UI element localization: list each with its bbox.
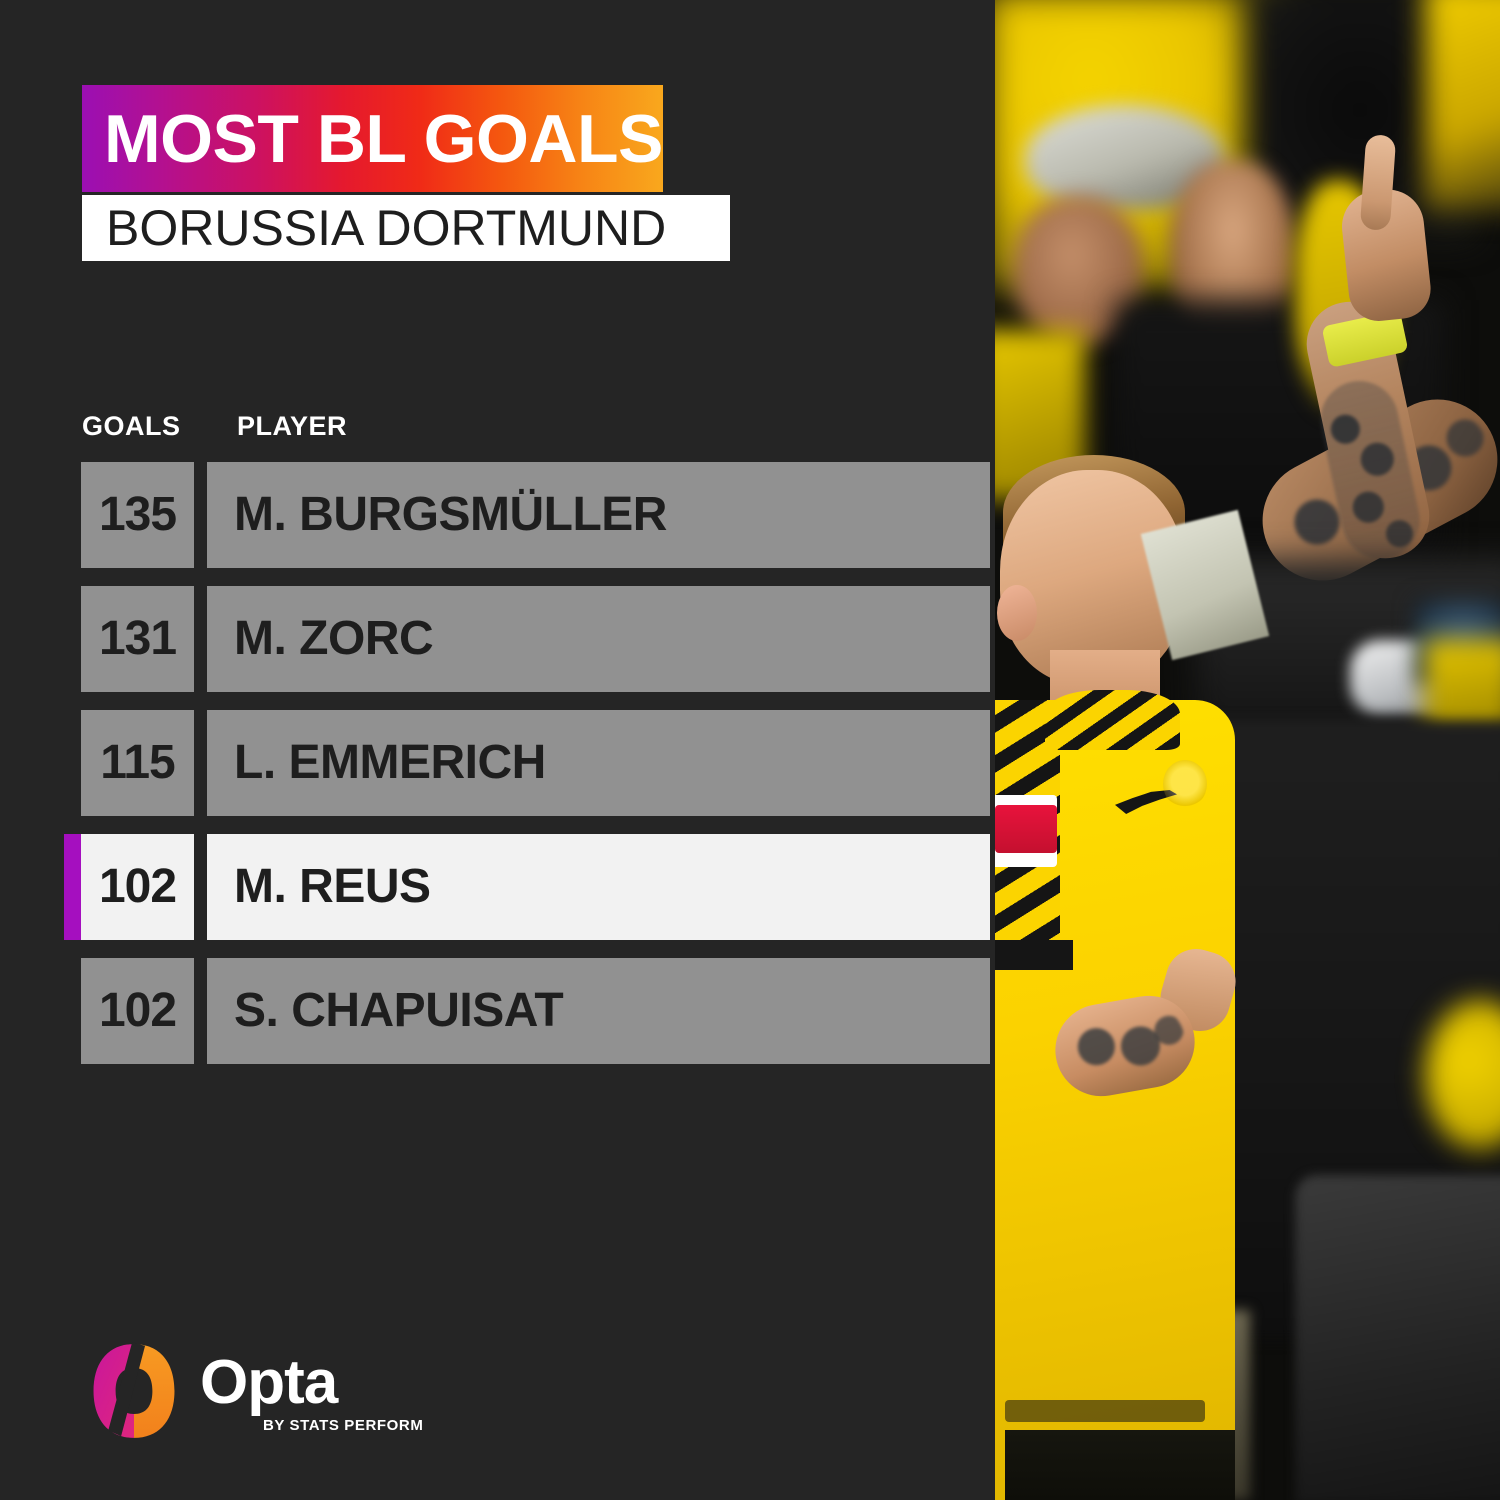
table-header-row: GOALS PLAYER: [82, 413, 992, 447]
player-name: S. CHAPUISAT: [234, 984, 564, 1037]
player-name: M. ZORC: [234, 612, 434, 665]
photo-bundesliga-badge-inner: [995, 805, 1057, 853]
page-subtitle: BORUSSIA DORTMUND: [106, 200, 667, 256]
goals-value: 102: [98, 860, 177, 913]
goals-cell: 135: [81, 462, 194, 568]
row-accent-bar: [64, 834, 81, 940]
ranking-table: 135 M. BURGSMÜLLER 131 M. ZORC 115 L. EM…: [0, 462, 1000, 1082]
photo-club-crest: [1163, 760, 1207, 808]
goals-cell: 102: [81, 834, 194, 940]
goals-value: 131: [98, 612, 177, 665]
player-name: L. EMMERICH: [234, 736, 546, 789]
player-cell: L. EMMERICH: [207, 710, 990, 816]
player-cell: S. CHAPUISAT: [207, 958, 990, 1064]
goals-value: 102: [98, 984, 177, 1037]
goals-cell: 131: [81, 586, 194, 692]
photo-background-chair: [1295, 1175, 1500, 1500]
goals-cell: 102: [81, 958, 194, 1064]
column-header-player: PLAYER: [237, 411, 348, 441]
player-cell: M. ZORC: [207, 586, 990, 692]
photo-jersey-collar: [1045, 690, 1180, 750]
table-row[interactable]: 115 L. EMMERICH: [0, 710, 1000, 816]
table-row-highlighted[interactable]: 102 M. REUS: [0, 834, 1000, 940]
goals-value: 135: [98, 488, 177, 541]
player-cell: M. REUS: [207, 834, 990, 940]
photo-jersey-sleeve-cuff: [995, 940, 1073, 970]
photo-player-ear: [997, 585, 1037, 641]
goals-cell: 115: [81, 710, 194, 816]
photo-player-shorts: [1005, 1430, 1235, 1500]
opta-logo: Opta BY STATS PERFORM: [88, 1338, 423, 1443]
photo-crowd-yellow-right: [1425, 0, 1500, 210]
player-name: M. BURGSMÜLLER: [234, 488, 667, 541]
page-title: MOST BL GOALS: [104, 100, 663, 177]
table-row[interactable]: 135 M. BURGSMÜLLER: [0, 462, 1000, 568]
table-row[interactable]: 131 M. ZORC: [0, 586, 1000, 692]
opta-wordmark: Opta: [200, 1352, 338, 1414]
table-row[interactable]: 102 S. CHAPUISAT: [0, 958, 1000, 1064]
player-name: M. REUS: [234, 860, 431, 913]
opta-wordmark-text: Opta: [200, 1348, 338, 1417]
opta-tagline: BY STATS PERFORM: [263, 1417, 424, 1434]
title-block: MOST BL GOALS BORUSSIA DORTMUND: [82, 85, 732, 261]
player-photo: [995, 0, 1500, 1500]
photo-jersey-hem: [1005, 1400, 1205, 1422]
subtitle-banner: BORUSSIA DORTMUND: [82, 195, 730, 261]
goals-value: 115: [100, 736, 175, 789]
player-cell: M. BURGSMÜLLER: [207, 462, 990, 568]
column-header-goals: GOALS: [82, 411, 181, 441]
title-banner: MOST BL GOALS: [82, 85, 663, 192]
opta-mark-icon: [93, 1342, 175, 1438]
